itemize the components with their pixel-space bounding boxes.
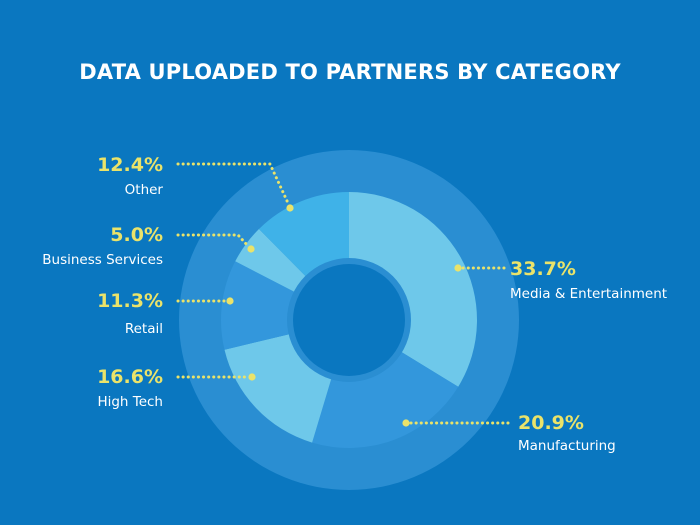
leader-dot-other (286, 204, 294, 212)
slice-retail (221, 261, 296, 350)
leader-dot-high-tech (248, 373, 256, 381)
slice-business-services (235, 228, 307, 293)
slice-media-entertainment (349, 192, 477, 387)
donut-hole (293, 264, 405, 376)
value-label-high-tech: 16.6% (97, 366, 163, 388)
leader-line-business-services (176, 233, 250, 248)
category-label-retail: Retail (124, 321, 163, 337)
slice-other (258, 192, 349, 278)
leader-lines (176, 162, 510, 427)
category-label-media-entertainment: Media & Entertainment (510, 286, 668, 302)
leader-dot-retail (226, 297, 234, 305)
value-label-manufacturing: 20.9% (518, 412, 584, 434)
leader-dot-media-entertainment (454, 264, 462, 272)
value-label-retail: 11.3% (97, 290, 163, 312)
chart-title: DATA UPLOADED TO PARTNERS BY CATEGORY (79, 60, 621, 84)
category-label-other: Other (124, 182, 163, 198)
donut-slices (221, 192, 477, 448)
leader-dot-business-services (247, 245, 255, 253)
value-label-other: 12.4% (97, 154, 163, 176)
category-label-manufacturing: Manufacturing (518, 438, 616, 454)
leader-line-other (176, 162, 290, 205)
category-label-business-services: Business Services (42, 252, 163, 268)
value-label-media-entertainment: 33.7% (510, 258, 576, 280)
category-label-high-tech: High Tech (97, 394, 163, 410)
value-label-business-services: 5.0% (110, 224, 163, 246)
leader-dot-manufacturing (402, 419, 410, 427)
